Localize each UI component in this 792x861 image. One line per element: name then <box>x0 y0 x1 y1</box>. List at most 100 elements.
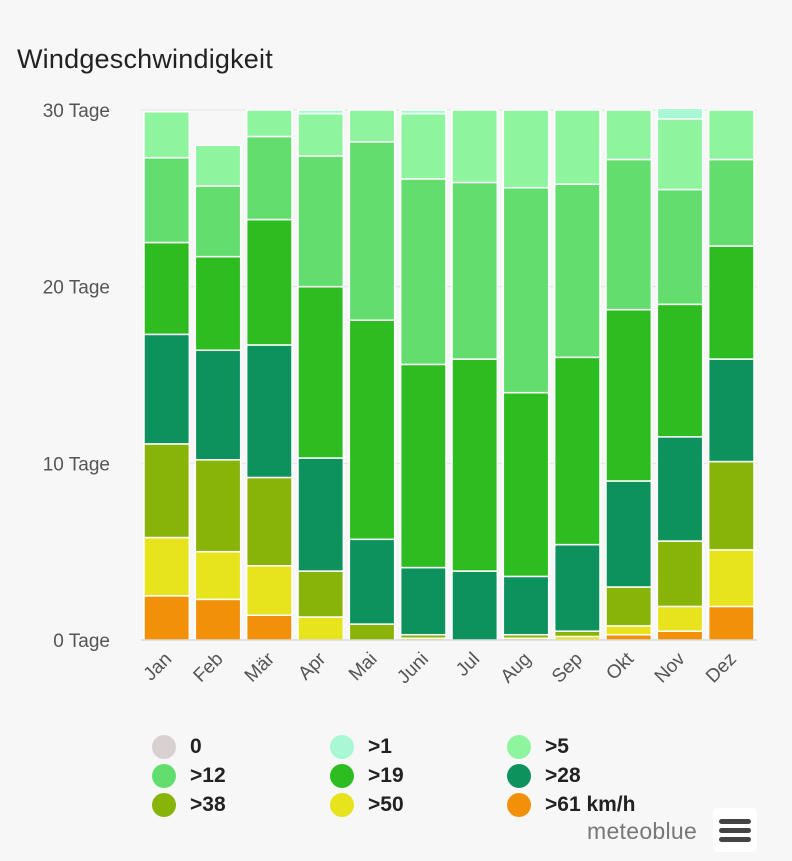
bar-segment[interactable] <box>297 457 345 572</box>
bar-segment[interactable] <box>194 598 242 641</box>
bar-segment[interactable] <box>194 144 242 187</box>
legend-item[interactable]: >38 <box>152 793 226 817</box>
legend-swatch <box>507 764 531 788</box>
legend-item[interactable]: >19 <box>330 764 404 788</box>
bar-segment[interactable] <box>297 112 345 157</box>
bar-segment[interactable] <box>605 480 653 588</box>
bar-segment[interactable] <box>399 112 447 180</box>
bar-segment[interactable] <box>707 245 755 360</box>
bar-segment[interactable] <box>194 185 242 258</box>
x-tick-label: Dez <box>702 649 741 688</box>
bar-segment[interactable] <box>348 623 396 641</box>
bar-segment[interactable] <box>297 616 345 641</box>
bar-segment[interactable] <box>348 109 396 143</box>
y-tick-label: 20 Tage <box>43 278 110 299</box>
bar-segment[interactable] <box>553 109 601 185</box>
legend-item[interactable]: >50 <box>330 793 404 817</box>
bar-segment[interactable] <box>245 565 293 617</box>
legend-label: 0 <box>190 735 202 758</box>
bar-segment[interactable] <box>707 549 755 608</box>
bar-segment[interactable] <box>245 614 293 641</box>
bar-segment[interactable] <box>245 135 293 221</box>
x-tick-label: Okt <box>602 648 638 684</box>
bar-segment[interactable] <box>245 218 293 346</box>
bar-segment[interactable] <box>707 358 755 463</box>
bar-segment[interactable] <box>605 109 653 161</box>
bar-segment[interactable] <box>502 391 550 578</box>
x-tick-label: Jul <box>452 649 484 681</box>
bar-segment[interactable] <box>656 118 704 191</box>
legend-item[interactable]: 0 <box>152 735 202 759</box>
legend-item[interactable]: >12 <box>152 764 226 788</box>
bar-segment[interactable] <box>656 540 704 608</box>
y-tick-label: 30 Tage <box>43 101 110 122</box>
bar-segment[interactable] <box>707 109 755 161</box>
bar-segment[interactable] <box>656 188 704 306</box>
bar-segment[interactable] <box>502 186 550 394</box>
bar-segment[interactable] <box>656 630 704 641</box>
bar-segment[interactable] <box>297 109 345 115</box>
bar-segment[interactable] <box>194 550 242 601</box>
bar-segment[interactable] <box>553 630 601 638</box>
bar-segment[interactable] <box>502 109 550 189</box>
bar-segment[interactable] <box>143 536 191 597</box>
bar-segment[interactable] <box>245 476 293 567</box>
bar-segment[interactable] <box>194 349 242 461</box>
bar-segment[interactable] <box>143 443 191 539</box>
bar-segment[interactable] <box>502 575 550 636</box>
bar-segment[interactable] <box>553 356 601 546</box>
bar-segment[interactable] <box>194 459 242 553</box>
bar-segment[interactable] <box>399 363 447 569</box>
bar-segment[interactable] <box>656 436 704 542</box>
bar-segment[interactable] <box>605 586 653 627</box>
bar-segment[interactable] <box>143 111 191 159</box>
legend-swatch <box>152 735 176 759</box>
legend-item[interactable]: >5 <box>507 735 569 759</box>
bar-segment[interactable] <box>553 183 601 359</box>
bar-segment[interactable] <box>143 156 191 244</box>
bar-segment[interactable] <box>707 605 755 641</box>
legend-swatch <box>152 793 176 817</box>
hamburger-menu-icon[interactable] <box>713 808 757 852</box>
bar-segment[interactable] <box>348 538 396 625</box>
legend-label: >28 <box>545 764 581 787</box>
bar-segment[interactable] <box>245 344 293 479</box>
bar-segment[interactable] <box>553 543 601 632</box>
bar-segment[interactable] <box>707 158 755 247</box>
y-tick-label: 0 Tage <box>53 631 110 652</box>
legend-item[interactable]: >28 <box>507 764 581 788</box>
bar-segment[interactable] <box>605 625 653 636</box>
bar-segment[interactable] <box>451 570 499 641</box>
bar-segment[interactable] <box>348 319 396 541</box>
bar-segment[interactable] <box>348 141 396 321</box>
legend-swatch <box>330 764 354 788</box>
bar-segment[interactable] <box>143 241 191 336</box>
bar-segment[interactable] <box>451 358 499 572</box>
bar-segment[interactable] <box>656 605 704 632</box>
bar-segment[interactable] <box>399 109 447 115</box>
meteoblue-credit[interactable]: meteoblue <box>587 818 698 844</box>
bar-segment[interactable] <box>245 109 293 138</box>
bar-segment[interactable] <box>143 333 191 445</box>
bar-segment[interactable] <box>451 181 499 360</box>
bar-segment[interactable] <box>297 155 345 288</box>
bar-segment[interactable] <box>297 570 345 618</box>
bar-segment[interactable] <box>143 595 191 641</box>
legend-swatch <box>330 735 354 759</box>
legend-item[interactable]: >1 <box>330 735 392 759</box>
bar-segment[interactable] <box>656 303 704 438</box>
bar-segment[interactable] <box>451 109 499 184</box>
bar-segment[interactable] <box>194 255 242 352</box>
grid-lines <box>141 109 757 464</box>
bar-segment[interactable] <box>605 633 653 641</box>
x-tick-label: Juni <box>393 649 432 688</box>
bar-segment[interactable] <box>707 460 755 551</box>
bars <box>143 107 755 641</box>
bar-segment[interactable] <box>399 566 447 636</box>
legend-item[interactable]: >61 km/h <box>507 793 635 817</box>
bar-segment[interactable] <box>297 285 345 459</box>
bar-segment[interactable] <box>656 107 704 120</box>
bar-segment[interactable] <box>605 308 653 482</box>
bar-segment[interactable] <box>399 178 447 366</box>
bar-segment[interactable] <box>605 158 653 311</box>
